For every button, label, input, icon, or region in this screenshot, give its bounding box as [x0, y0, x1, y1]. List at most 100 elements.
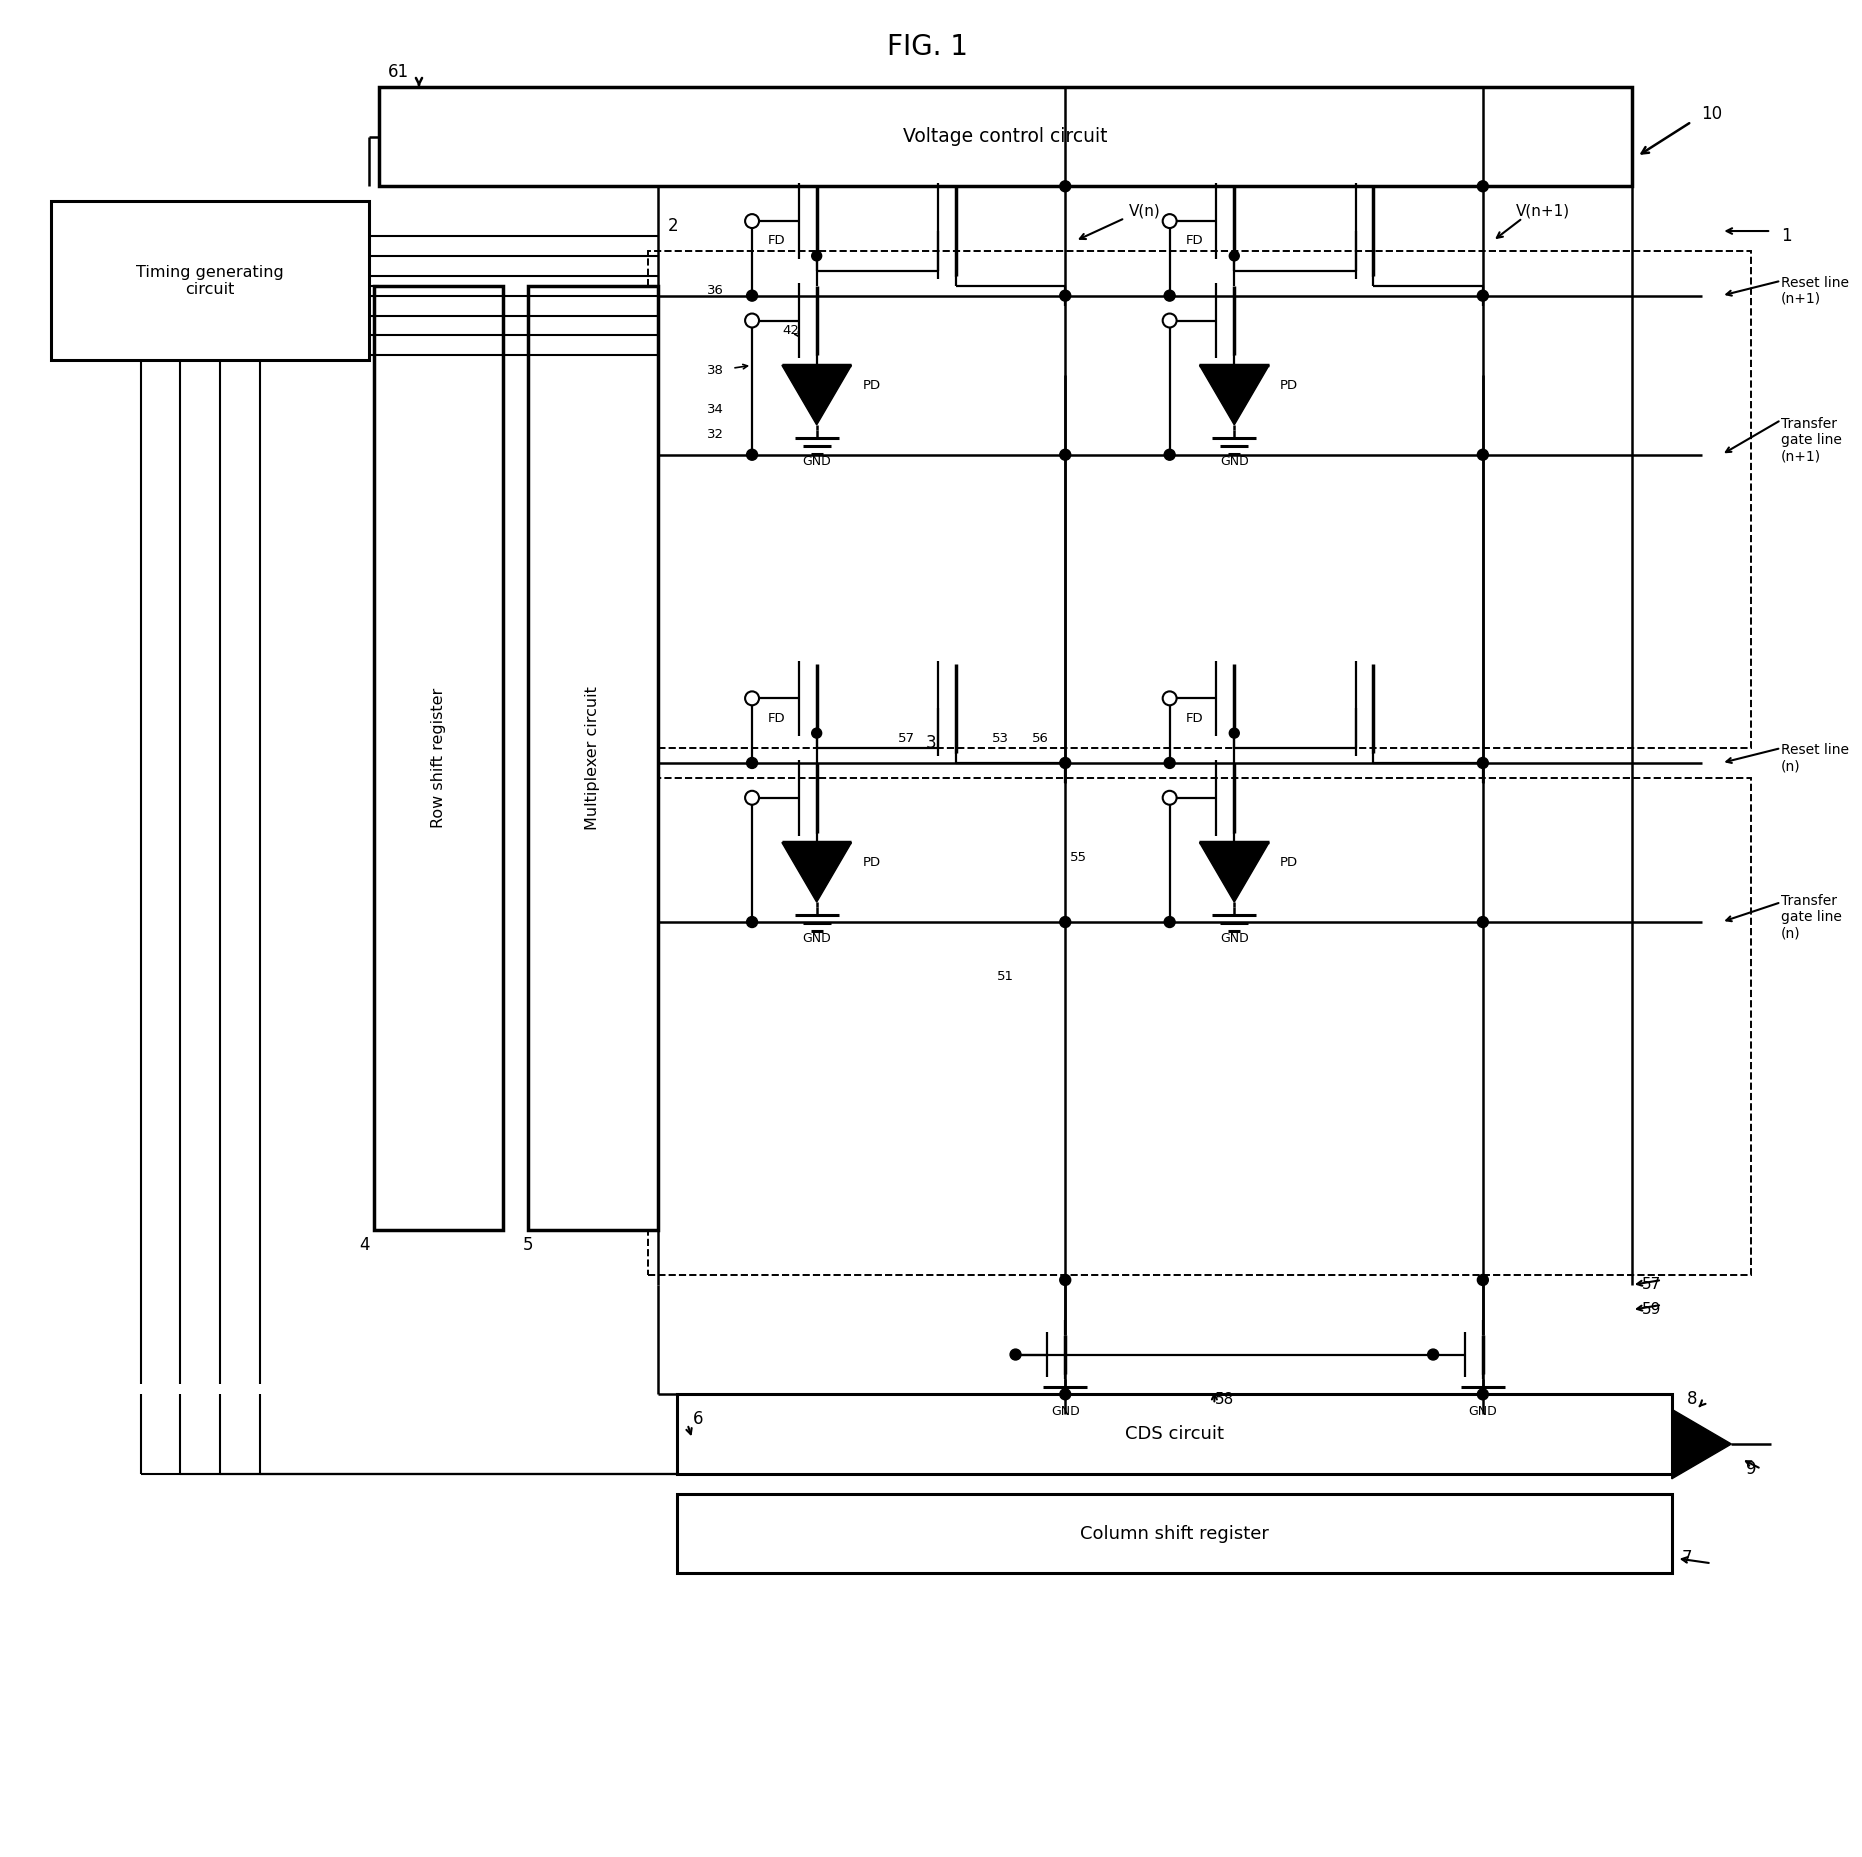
- Text: 7: 7: [1681, 1549, 1693, 1567]
- Text: FD: FD: [1186, 711, 1203, 724]
- Circle shape: [1477, 758, 1488, 769]
- Text: 51: 51: [996, 969, 1015, 982]
- Circle shape: [1162, 691, 1177, 706]
- Text: Voltage control circuit: Voltage control circuit: [903, 126, 1108, 147]
- Circle shape: [1477, 1389, 1488, 1400]
- Circle shape: [1428, 1348, 1439, 1359]
- Text: 5: 5: [523, 1237, 534, 1253]
- Polygon shape: [782, 366, 851, 425]
- Bar: [50, 201, 369, 360]
- Circle shape: [1164, 449, 1175, 461]
- Text: 42: 42: [782, 323, 799, 336]
- Text: Row shift register: Row shift register: [432, 687, 447, 828]
- Text: GND: GND: [803, 932, 830, 945]
- Text: Transfer
gate line
(n): Transfer gate line (n): [1782, 893, 1842, 940]
- Polygon shape: [782, 843, 851, 903]
- Text: CDS circuit: CDS circuit: [1125, 1424, 1223, 1443]
- Text: 10: 10: [1702, 104, 1722, 123]
- Text: FIG. 1: FIG. 1: [886, 33, 968, 61]
- Text: 2: 2: [668, 217, 678, 236]
- Bar: [678, 1395, 1672, 1474]
- Circle shape: [1059, 449, 1071, 461]
- Text: 57: 57: [1642, 1278, 1661, 1292]
- Circle shape: [1477, 449, 1488, 461]
- Text: PD: PD: [862, 379, 881, 392]
- Text: GND: GND: [803, 455, 830, 468]
- Text: 58: 58: [1214, 1391, 1235, 1408]
- Text: V(n+1): V(n+1): [1516, 204, 1570, 219]
- Text: PD: PD: [1279, 856, 1298, 869]
- Text: FD: FD: [769, 234, 786, 247]
- Text: GND: GND: [1220, 455, 1249, 468]
- Circle shape: [1059, 290, 1071, 301]
- Bar: [529, 286, 657, 1229]
- Circle shape: [812, 251, 821, 260]
- Polygon shape: [1672, 1409, 1732, 1478]
- Circle shape: [745, 791, 760, 804]
- Text: FD: FD: [1186, 234, 1203, 247]
- Bar: [380, 87, 1631, 186]
- Polygon shape: [1199, 366, 1270, 425]
- Text: GND: GND: [1050, 1404, 1080, 1417]
- Circle shape: [1477, 290, 1488, 301]
- Text: V(n): V(n): [1128, 204, 1160, 219]
- Text: 8: 8: [1687, 1391, 1696, 1408]
- Text: 3: 3: [925, 734, 937, 752]
- Circle shape: [745, 214, 760, 228]
- Text: PD: PD: [1279, 379, 1298, 392]
- Circle shape: [747, 449, 758, 461]
- Text: 59: 59: [1642, 1302, 1661, 1317]
- Text: 61: 61: [387, 63, 410, 82]
- Text: Reset line
(n): Reset line (n): [1782, 743, 1849, 773]
- Circle shape: [1009, 1348, 1020, 1359]
- Circle shape: [1164, 758, 1175, 769]
- Circle shape: [1229, 251, 1240, 260]
- Text: 4: 4: [359, 1237, 369, 1253]
- Circle shape: [747, 290, 758, 301]
- Text: Column shift register: Column shift register: [1080, 1525, 1270, 1543]
- Circle shape: [1477, 917, 1488, 927]
- Text: Timing generating
circuit: Timing generating circuit: [136, 264, 285, 297]
- Circle shape: [1164, 290, 1175, 301]
- Circle shape: [1059, 917, 1071, 927]
- Circle shape: [1059, 1274, 1071, 1285]
- Circle shape: [747, 758, 758, 769]
- Circle shape: [745, 691, 760, 706]
- Circle shape: [812, 728, 821, 737]
- Text: GND: GND: [1220, 932, 1249, 945]
- Circle shape: [1059, 180, 1071, 191]
- Circle shape: [1477, 1274, 1488, 1285]
- Text: 9: 9: [1747, 1460, 1756, 1478]
- Text: 6: 6: [693, 1409, 702, 1428]
- Text: Multiplexer circuit: Multiplexer circuit: [585, 685, 600, 830]
- Circle shape: [1162, 314, 1177, 327]
- Polygon shape: [1199, 843, 1270, 903]
- Text: 55: 55: [1071, 851, 1087, 864]
- Circle shape: [1162, 214, 1177, 228]
- Circle shape: [1477, 180, 1488, 191]
- Text: 34: 34: [708, 403, 724, 416]
- Bar: [678, 1493, 1672, 1573]
- Text: 57: 57: [897, 732, 914, 745]
- Text: GND: GND: [1469, 1404, 1497, 1417]
- Bar: [648, 778, 1752, 1276]
- Text: 38: 38: [708, 364, 724, 377]
- Text: Transfer
gate line
(n+1): Transfer gate line (n+1): [1782, 416, 1842, 462]
- Text: 53: 53: [992, 732, 1009, 745]
- Circle shape: [745, 314, 760, 327]
- Circle shape: [1059, 1389, 1071, 1400]
- Bar: [374, 286, 503, 1229]
- Text: 32: 32: [708, 429, 724, 442]
- Text: 36: 36: [708, 284, 724, 297]
- Text: 1: 1: [1782, 227, 1791, 245]
- Bar: [648, 251, 1752, 748]
- Text: FD: FD: [769, 711, 786, 724]
- Text: 56: 56: [1032, 732, 1048, 745]
- Circle shape: [747, 917, 758, 927]
- Circle shape: [1162, 791, 1177, 804]
- Circle shape: [1164, 917, 1175, 927]
- Text: PD: PD: [862, 856, 881, 869]
- Text: Reset line
(n+1): Reset line (n+1): [1782, 275, 1849, 306]
- Circle shape: [1229, 728, 1240, 737]
- Circle shape: [1059, 758, 1071, 769]
